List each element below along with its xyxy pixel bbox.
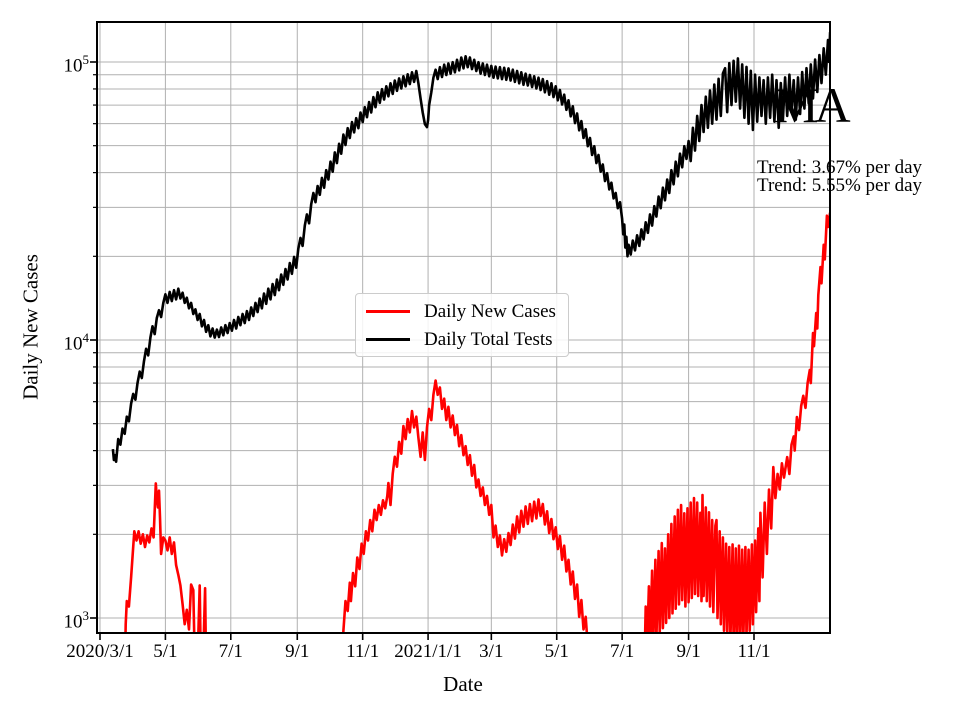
y-tick-label: 103: [63, 608, 90, 633]
x-tick-label: 7/1: [609, 641, 635, 662]
legend-line-sample-black: [366, 337, 410, 341]
y-tick-label: 105: [63, 52, 90, 77]
legend-label: Daily Total Tests: [424, 328, 553, 350]
x-tick-label: 5/1: [153, 641, 178, 662]
legend-line-sample-red: [366, 309, 410, 313]
trend-annotation-1: Trend: 3.67% per day: [757, 157, 922, 178]
series-line-daily-total-tests: [111, 32, 830, 464]
legend-item-tests: Daily Total Tests: [366, 330, 568, 349]
x-tick-label: 3/1: [479, 641, 504, 662]
legend-label: Daily New Cases: [424, 300, 556, 322]
y-tick-label: 104: [63, 330, 90, 355]
x-tick-label: 2020/3/1: [66, 641, 134, 662]
x-tick-label: 9/1: [285, 641, 310, 662]
state-watermark: MA: [774, 77, 851, 133]
x-tick-label: 9/1: [676, 641, 701, 662]
trend-annotation-2: Trend: 5.55% per day: [757, 175, 922, 196]
x-axis-title: Date: [443, 672, 483, 696]
x-tick-label: 11/1: [346, 641, 380, 662]
legend-item-cases: Daily New Cases: [366, 302, 568, 321]
x-tick-label: 2021/1/1: [394, 641, 462, 662]
series-line-daily-new-cases: [124, 212, 830, 633]
legend: Daily New Cases Daily Total Tests: [355, 293, 569, 357]
x-tick-label: 11/1: [737, 641, 771, 662]
x-tick-label: 5/1: [544, 641, 569, 662]
x-tick-label: 7/1: [218, 641, 243, 662]
